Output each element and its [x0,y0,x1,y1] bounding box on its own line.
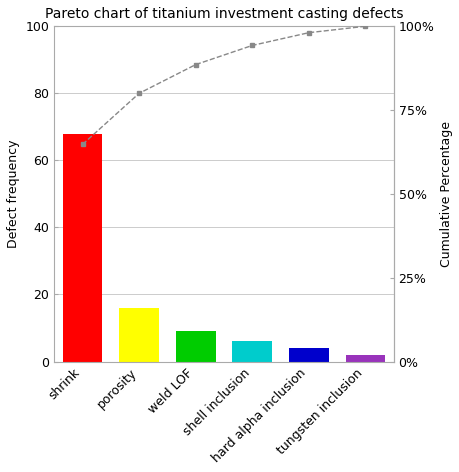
Bar [232,341,272,362]
Bar [288,348,328,362]
Title: Pareto chart of titanium investment casting defects: Pareto chart of titanium investment cast… [45,7,403,21]
Y-axis label: Cumulative Percentage: Cumulative Percentage [439,121,452,267]
Bar [345,355,385,362]
Bar [119,308,158,362]
Bar [62,134,102,362]
Y-axis label: Defect frequency: Defect frequency [7,140,20,248]
Bar [175,331,215,362]
